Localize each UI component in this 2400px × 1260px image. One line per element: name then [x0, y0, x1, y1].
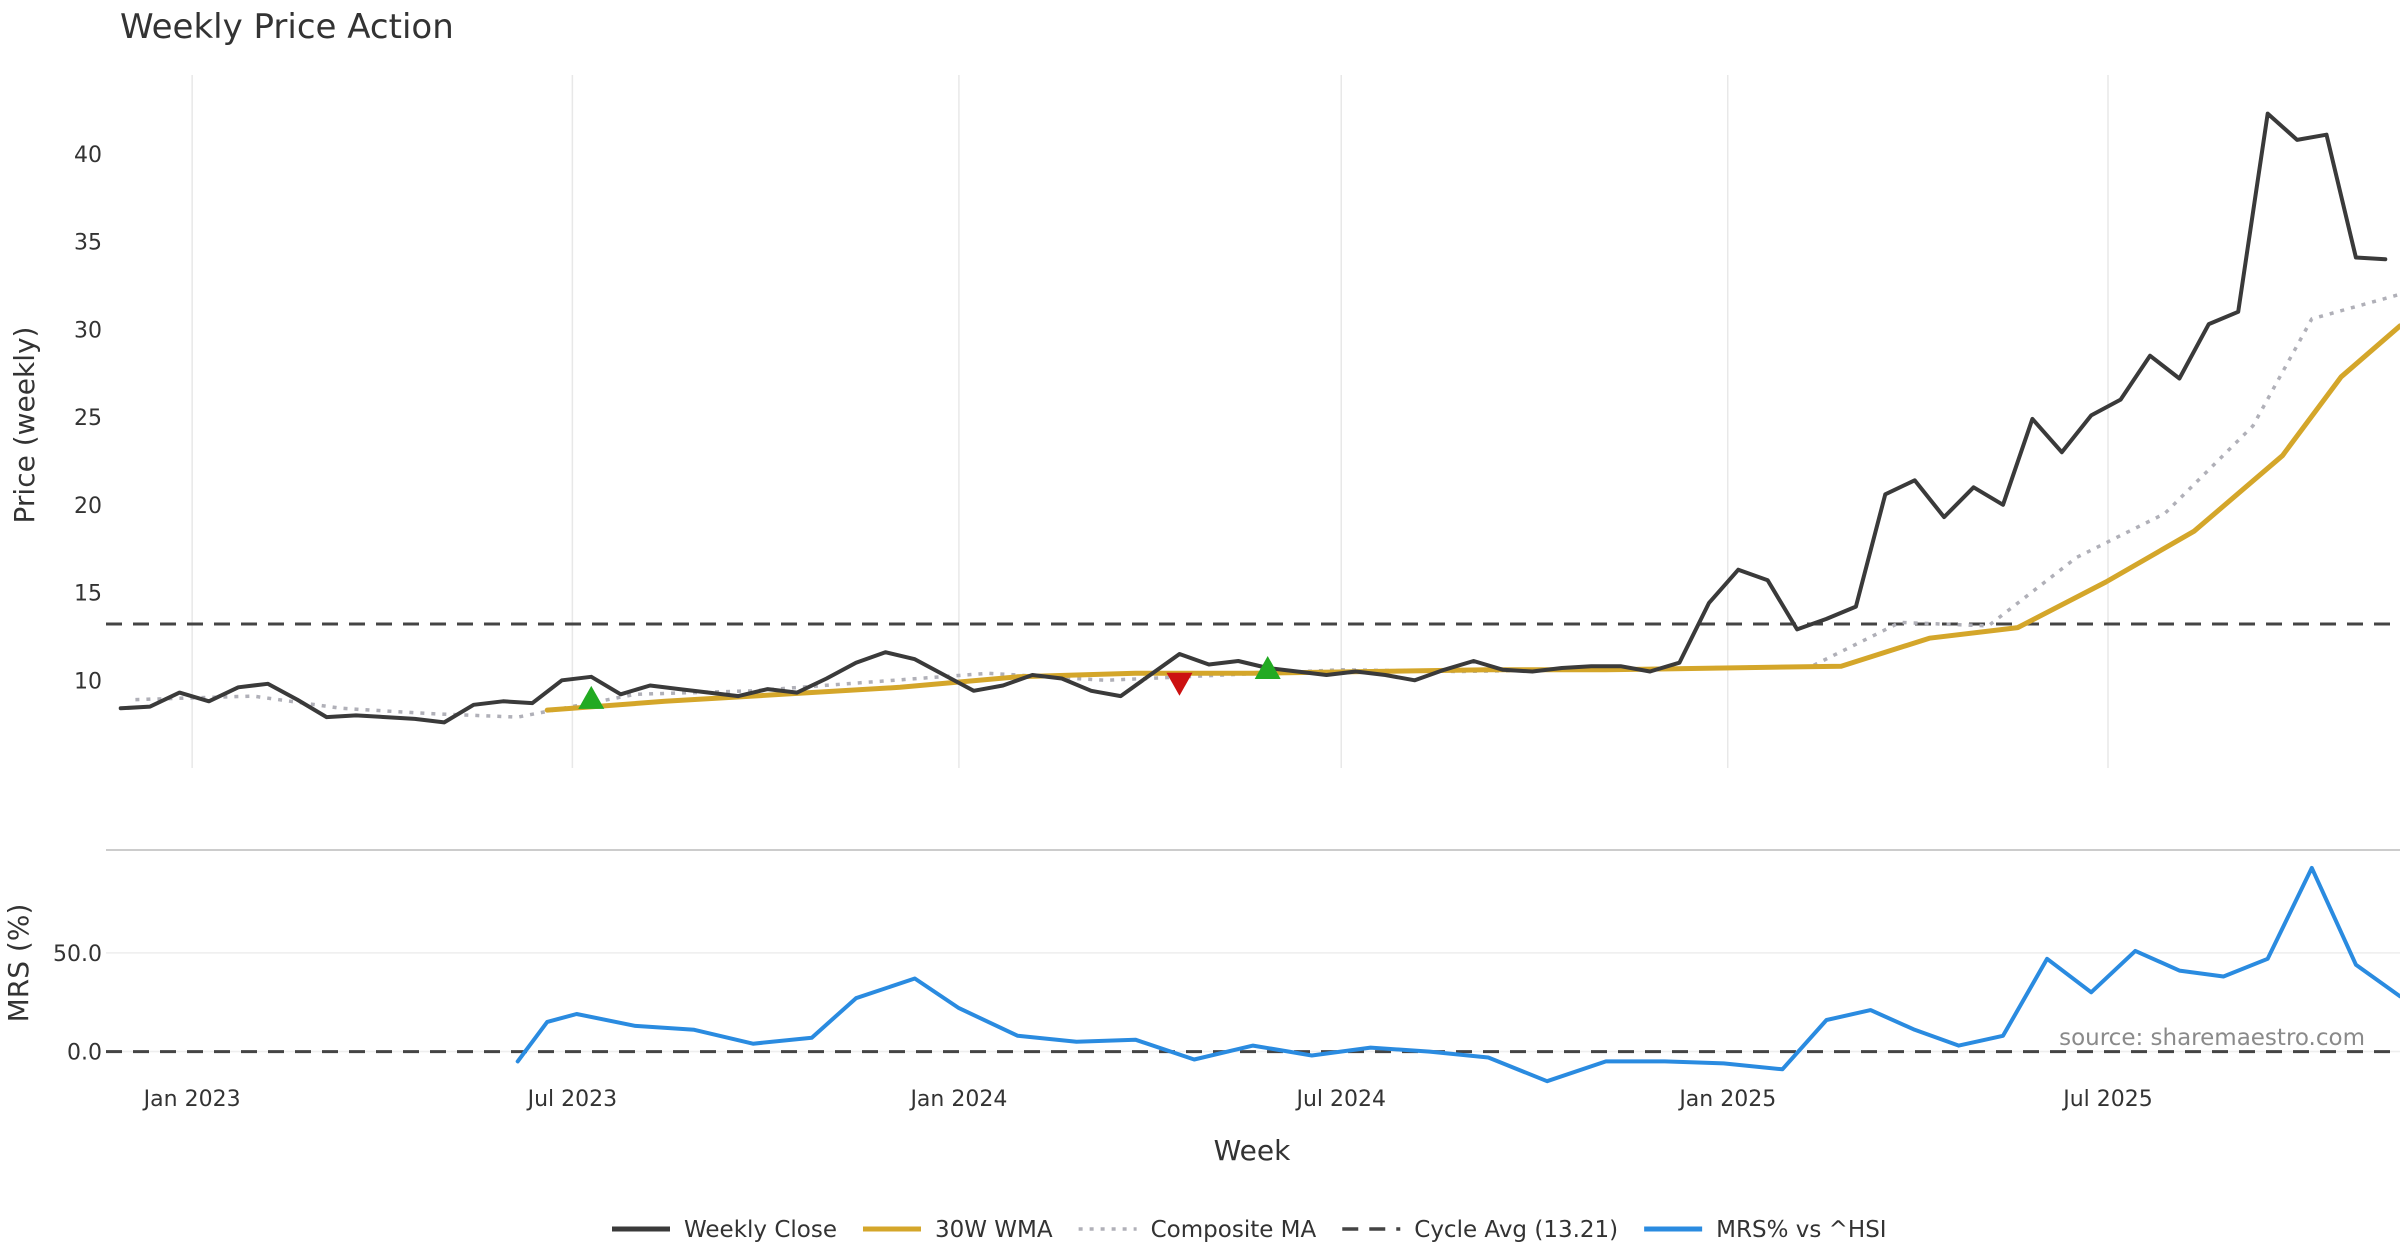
chart-title: Weekly Price Action — [120, 7, 454, 47]
price-y-tick-label: 40 — [74, 143, 102, 168]
price-y-tick-label: 25 — [74, 406, 102, 431]
mrs-y-tick-label: 0.0 — [67, 1041, 102, 1066]
x-axis-ticks: Jan 2023 Jul 2023 Jan 2024 Jul 2024 Jan 2025… — [142, 1087, 2153, 1112]
price-y-tick-label: 35 — [74, 231, 102, 256]
price-composite-ma-line — [135, 292, 2400, 719]
sell-signal-marker — [1166, 672, 1193, 696]
legend-label: Cycle Avg (13.21) — [1414, 1217, 1618, 1243]
legend: Weekly Close 30W WMA Composite MA Cycle Avg… — [612, 1217, 1887, 1243]
price-y-ticks: 10 15 20 25 30 35 40 — [74, 143, 102, 694]
price-series — [106, 111, 2400, 725]
mrs-y-ticks: 0.0 50.0 — [53, 942, 102, 1066]
buy-signal-marker — [578, 685, 605, 709]
x-tick-label: Jan 2025 — [1677, 1087, 1776, 1112]
price-y-tick-label: 20 — [74, 494, 102, 519]
price-y-tick-label: 15 — [74, 582, 102, 607]
price-30w-wma-line — [544, 323, 2400, 713]
legend-label: MRS% vs ^HSI — [1716, 1217, 1886, 1243]
price-y-tick-label: 10 — [74, 669, 102, 694]
x-tick-label: Jul 2024 — [1294, 1087, 1386, 1112]
mrs-series — [106, 865, 2400, 1084]
x-tick-label: Jul 2025 — [2061, 1087, 2153, 1112]
x-tick-label: Jan 2023 — [142, 1087, 241, 1112]
mrs-mrs-vs-hsi-line — [515, 865, 2400, 1084]
buy-signal-marker — [1254, 655, 1281, 679]
mrs-y-tick-label: 50.0 — [53, 942, 102, 967]
legend-label: Weekly Close — [684, 1217, 837, 1243]
grid-lines — [106, 75, 2400, 1053]
price-y-tick-label: 30 — [74, 318, 102, 343]
legend-label: 30W WMA — [935, 1217, 1053, 1243]
x-tick-label: Jul 2023 — [526, 1087, 618, 1112]
mrs-y-axis-label: MRS (%) — [2, 904, 35, 1023]
price-weekly-close-line — [118, 111, 2388, 725]
x-axis-label: Week — [1214, 1134, 1291, 1167]
signal-markers — [578, 655, 1281, 709]
x-tick-label: Jan 2024 — [908, 1087, 1007, 1112]
legend-label: Composite MA — [1151, 1217, 1317, 1243]
source-annotation: source: sharemaestro.com — [2059, 1025, 2365, 1051]
price-y-axis-label: Price (weekly) — [8, 327, 41, 524]
